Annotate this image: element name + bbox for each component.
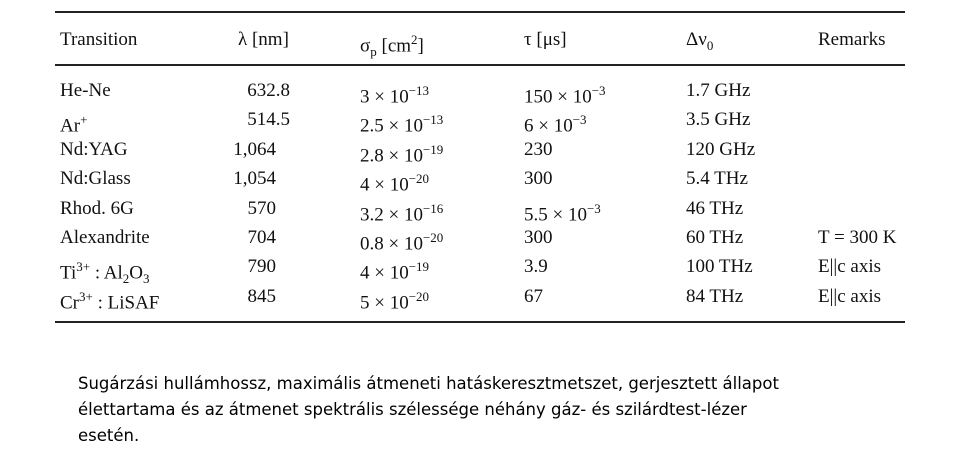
text-run: 150 × 10 xyxy=(524,86,592,108)
header-cell: Remarks xyxy=(818,29,886,50)
table-cell: 790 xyxy=(247,256,277,278)
table-cell: 2.8 × 10−19 xyxy=(360,139,443,167)
text-run: : LiSAF xyxy=(92,292,160,314)
table-cell: He-Ne xyxy=(60,80,111,101)
text-run: ] xyxy=(417,35,424,57)
header-cell: Transition xyxy=(60,29,138,50)
table-cell: 1,054 xyxy=(233,168,276,190)
superscript: −3 xyxy=(572,112,587,128)
superscript: 3+ xyxy=(76,259,91,275)
text-run: 2.8 × 10 xyxy=(360,145,423,167)
table-cell: 1.7 GHz xyxy=(686,80,751,101)
text-run: Δν xyxy=(686,29,707,50)
text-run: : Al xyxy=(90,262,123,284)
text-run: Ar xyxy=(60,115,81,137)
table-cell: 60 THz xyxy=(686,227,744,248)
table-cell: 300 xyxy=(524,227,553,248)
superscript: −3 xyxy=(586,200,601,216)
table-cell: T = 300 K xyxy=(818,227,897,248)
table-cell: 845 xyxy=(247,285,277,307)
table-cell: 514.5 xyxy=(247,109,290,131)
table-cell: 84 THz xyxy=(686,285,744,307)
table-cell: 704 xyxy=(247,227,277,248)
caption-line: Sugárzási hullámhossz, maximális átmenet… xyxy=(78,374,779,393)
table-cell: 4 × 10−20 xyxy=(360,168,429,196)
text-run: 3.2 × 10 xyxy=(360,203,423,225)
subscript: 0 xyxy=(706,37,714,53)
superscript: −16 xyxy=(422,200,444,216)
table-cell: 230 xyxy=(524,138,553,160)
text-run: 5 × 10 xyxy=(360,292,409,314)
table-cell: 46 THz xyxy=(686,197,744,219)
table-cell: Ti3+ : Al2O3 xyxy=(60,256,150,290)
table-cell: 300 xyxy=(524,168,553,190)
header-cell: Δν0 xyxy=(686,29,713,57)
table-cell: 6 × 10−3 xyxy=(524,109,587,137)
table-cell: 150 × 10−3 xyxy=(524,80,606,108)
superscript: −13 xyxy=(422,112,444,128)
superscript: −19 xyxy=(422,141,444,157)
superscript: + xyxy=(80,112,88,128)
header-cell: λ [nm] xyxy=(238,29,289,50)
superscript: 3+ xyxy=(79,288,93,304)
text-run: O xyxy=(129,262,144,284)
table-cell: Cr3+ : LiSAF xyxy=(60,286,159,314)
table-cell: 570 xyxy=(247,197,277,219)
table-cell: 100 THz xyxy=(686,256,753,278)
subscript: 2 xyxy=(122,271,130,287)
table-cell: E||c axis xyxy=(818,285,882,307)
caption-line: élettartama és az átmenet spektrális szé… xyxy=(78,400,747,419)
table-cell: 1,064 xyxy=(233,138,276,160)
subscript: 3 xyxy=(143,271,150,287)
text-run: Cr xyxy=(60,292,79,314)
table-cell: 3 × 10−13 xyxy=(360,80,429,108)
header-cell: σp [cm2] xyxy=(360,29,424,63)
table-cell: Alexandrite xyxy=(60,227,150,248)
table-cell: 632.8 xyxy=(247,80,290,101)
caption-line: esetén. xyxy=(78,426,140,445)
table-cell: 3.9 xyxy=(524,256,548,278)
text-run: [cm xyxy=(376,35,412,57)
table-cell: 67 xyxy=(524,285,543,307)
table-cell: 5.4 THz xyxy=(686,168,748,190)
header-rule xyxy=(55,64,905,66)
text-run: 6 × 10 xyxy=(524,115,573,137)
header-cell: τ [μs] xyxy=(524,29,567,50)
text-run: 3 × 10 xyxy=(360,86,409,108)
table-cell: 3.2 × 10−16 xyxy=(360,198,443,226)
table-cell: Rhod. 6G xyxy=(60,197,134,219)
superscript: 2 xyxy=(411,32,418,47)
table-cell: 120 GHz xyxy=(686,138,756,160)
text-run: 0.8 × 10 xyxy=(360,233,423,255)
table-cell: 3.5 GHz xyxy=(686,109,751,131)
table-cell: 5.5 × 10−3 xyxy=(524,198,601,226)
superscript: −3 xyxy=(591,83,606,98)
text-run: Ti xyxy=(60,262,77,284)
table-cell: 5 × 10−20 xyxy=(360,286,429,314)
superscript: −19 xyxy=(408,259,430,275)
text-run: σ xyxy=(360,35,371,57)
table-cell: 0.8 × 10−20 xyxy=(360,227,443,255)
superscript: −13 xyxy=(408,83,430,98)
superscript: −20 xyxy=(408,171,430,187)
subscript: p xyxy=(370,44,377,60)
table-cell: Nd:YAG xyxy=(60,138,128,160)
superscript: −20 xyxy=(408,288,430,304)
bottom-rule xyxy=(55,321,905,323)
table-cell: 4 × 10−19 xyxy=(360,256,429,284)
text-run: 5.5 × 10 xyxy=(524,203,587,225)
table-cell: 2.5 × 10−13 xyxy=(360,109,443,137)
table-cell: Ar+ xyxy=(60,109,87,137)
superscript: −20 xyxy=(422,230,444,245)
text-run: 4 × 10 xyxy=(360,174,409,196)
text-run: 4 × 10 xyxy=(360,262,409,284)
top-rule xyxy=(55,11,905,13)
table-cell: Nd:Glass xyxy=(60,168,131,190)
table-cell: E||c axis xyxy=(818,256,882,278)
text-run: 2.5 × 10 xyxy=(360,115,423,137)
